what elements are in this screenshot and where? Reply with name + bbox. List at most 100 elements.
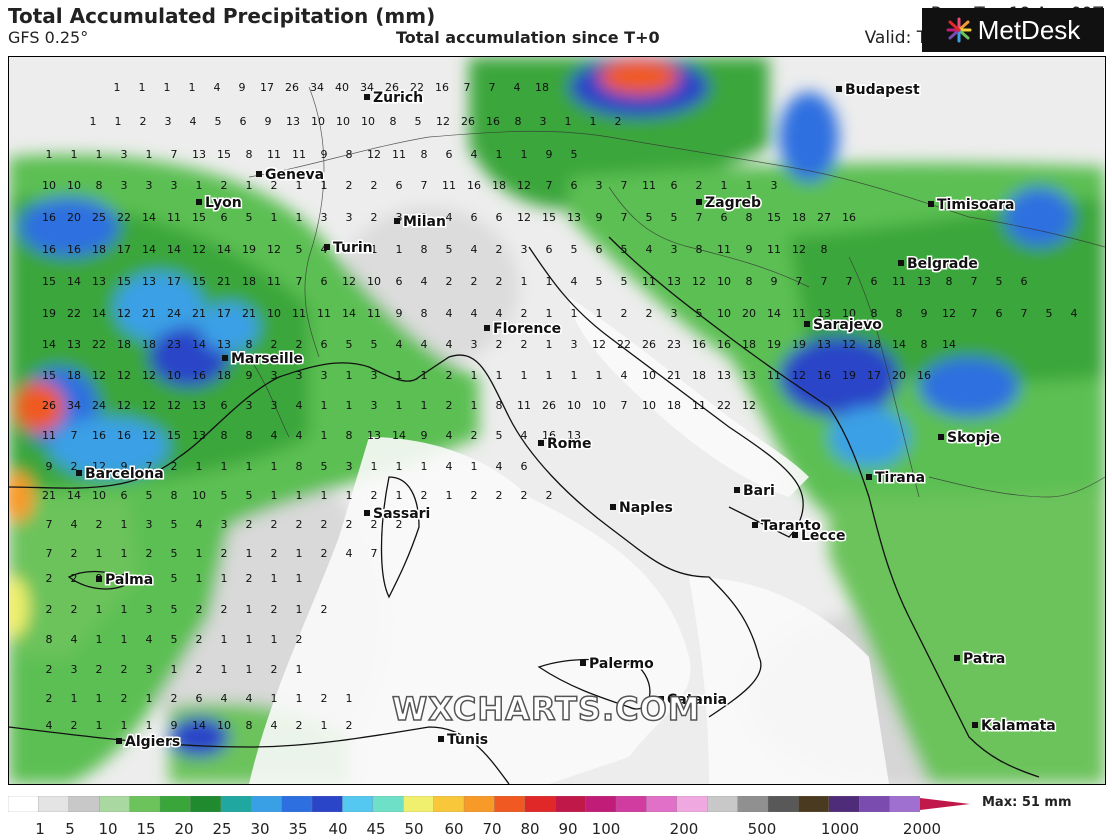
scale-swatch (767, 796, 800, 812)
precip-value: 1 (321, 399, 328, 412)
precip-value: 14 (67, 275, 81, 288)
precip-value: 2 (496, 489, 503, 502)
precip-value: 11 (442, 179, 456, 192)
precip-value: 24 (167, 307, 181, 320)
city-label: Budapest (845, 82, 920, 98)
city-marker (610, 504, 616, 510)
model-label: GFS 0.25° (8, 28, 89, 47)
precip-value: 15 (192, 275, 206, 288)
city-marker (96, 576, 102, 582)
scale-tick-label: 200 (669, 820, 699, 838)
precip-value: 4 (214, 81, 221, 94)
precip-value: 13 (217, 338, 231, 351)
precip-value: 3 (121, 148, 128, 161)
precip-value: 1 (146, 692, 153, 705)
precip-value: 11 (42, 429, 56, 442)
city-label: Sarajevo (813, 317, 882, 333)
precip-value: 2 (346, 179, 353, 192)
precip-value: 2 (121, 572, 128, 585)
precip-value: 2 (46, 692, 53, 705)
precip-value: 21 (667, 369, 681, 382)
city-label: Rome (547, 436, 591, 452)
precip-value: 14 (767, 307, 781, 320)
city-label: Bari (743, 483, 775, 499)
precip-value: 9 (396, 307, 403, 320)
precip-value: 9 (596, 211, 603, 224)
precip-value: 15 (117, 275, 131, 288)
precip-value: 5 (496, 429, 503, 442)
precip-value: 20 (67, 211, 81, 224)
precip-value: 14 (167, 243, 181, 256)
precip-value: 18 (217, 369, 231, 382)
precip-value: 11 (292, 307, 306, 320)
precip-value: 11 (517, 399, 531, 412)
precip-value: 1 (471, 399, 478, 412)
precip-value: 1 (471, 460, 478, 473)
precip-value: 8 (346, 148, 353, 161)
scale-tick-label: 70 (482, 820, 502, 838)
precip-value: 19 (842, 369, 856, 382)
precip-value: 3 (171, 179, 178, 192)
precip-value: 1 (71, 148, 78, 161)
precip-value: 4 (1071, 307, 1078, 320)
precip-value: 6 (571, 179, 578, 192)
precip-value: 2 (121, 663, 128, 676)
precip-value: 2 (71, 603, 78, 616)
precip-value: 3 (421, 211, 428, 224)
precip-value: 12 (267, 243, 281, 256)
precip-value: 1 (221, 663, 228, 676)
precip-value: 18 (492, 179, 506, 192)
precip-value: 2 (246, 572, 253, 585)
city-marker (804, 321, 810, 327)
precip-value: 2 (496, 275, 503, 288)
precip-value: 16 (117, 429, 131, 442)
scale-tick-label: 20 (174, 820, 194, 838)
scale-tick-label: 10 (98, 820, 118, 838)
precip-value: 1 (546, 369, 553, 382)
precip-value: 12 (436, 115, 450, 128)
precip-value: 1 (296, 603, 303, 616)
color-scale-bar (8, 796, 920, 812)
precip-value: 1 (596, 369, 603, 382)
precip-value: 2 (471, 489, 478, 502)
precip-value: 4 (571, 275, 578, 288)
precip-value: 1 (96, 719, 103, 732)
scale-tick-label: 40 (328, 820, 348, 838)
precip-value: 2 (321, 603, 328, 616)
precip-value: 1 (164, 81, 171, 94)
precip-value: 6 (396, 275, 403, 288)
precip-value: 1 (296, 489, 303, 502)
precip-value: 2 (221, 603, 228, 616)
city-label: Tirana (875, 470, 925, 486)
precip-value: 2 (646, 307, 653, 320)
precip-value: 1 (571, 307, 578, 320)
precip-value: 4 (446, 429, 453, 442)
precip-value: 1 (521, 369, 528, 382)
city-marker (324, 244, 330, 250)
ionian-sea (689, 577, 889, 784)
precip-value: 2 (321, 547, 328, 560)
precip-value: 12 (842, 338, 856, 351)
precip-value: 2 (471, 429, 478, 442)
precip-value: 1 (546, 275, 553, 288)
precip-value: 11 (392, 148, 406, 161)
precip-value: 6 (546, 243, 553, 256)
precip-value: 13 (717, 369, 731, 382)
precip-value: 20 (742, 307, 756, 320)
precip-value: 22 (92, 338, 106, 351)
precip-value: 16 (542, 429, 556, 442)
precip-value: 1 (114, 81, 121, 94)
precip-value: 1 (446, 489, 453, 502)
scale-swatch (585, 796, 617, 812)
precip-value: 9 (265, 115, 272, 128)
precip-value: 12 (342, 275, 356, 288)
precip-value: 1 (321, 179, 328, 192)
precip-value: 19 (792, 338, 806, 351)
precip-value: 1 (396, 489, 403, 502)
precip-value: 4 (296, 399, 303, 412)
precip-value: 4 (296, 429, 303, 442)
scale-swatch (311, 796, 344, 812)
precip-value: 1 (596, 307, 603, 320)
precip-value: 12 (792, 243, 806, 256)
precip-value: 2 (615, 115, 622, 128)
